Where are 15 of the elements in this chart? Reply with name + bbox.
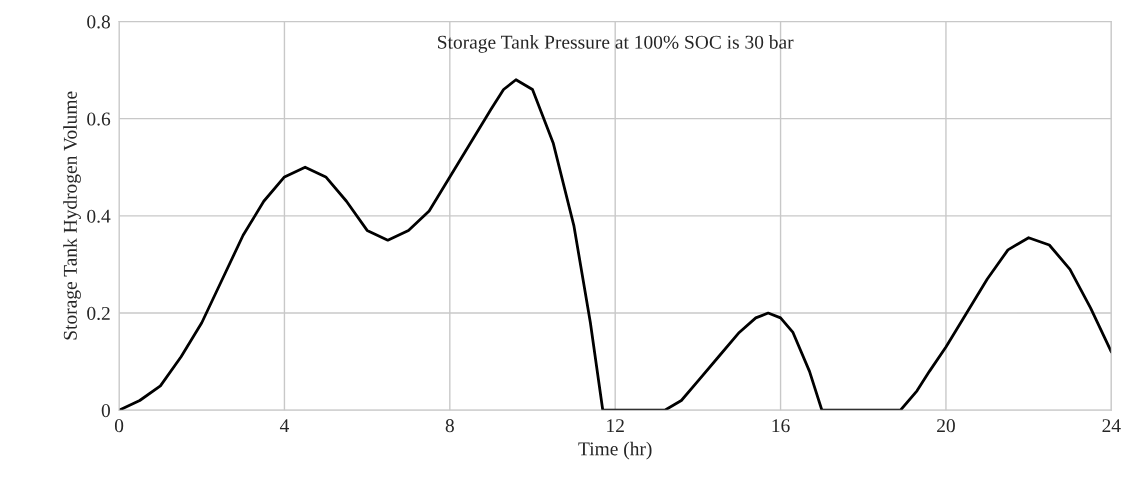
y-tick-label: 0.4 <box>87 209 111 223</box>
x-tick-label: 0 <box>114 419 124 433</box>
x-axis-title: Time (hr) <box>578 441 652 460</box>
y-tick-label: 0 <box>101 404 110 418</box>
y-axis-title: Storage Tank Hydrogen Volume <box>63 91 81 340</box>
x-tick-label: 24 <box>1102 419 1121 433</box>
x-tick-label: 4 <box>279 419 289 433</box>
x-tick-label: 16 <box>772 419 790 433</box>
x-tick-label: 20 <box>937 419 955 433</box>
y-tick-label: 0.8 <box>87 15 110 29</box>
x-tick-label: 12 <box>607 419 624 433</box>
x-tick-label: 8 <box>445 419 454 433</box>
y-tick-label: 0.2 <box>87 306 110 321</box>
y-tick-label: 0.6 <box>87 112 111 126</box>
annotation: Storage Tank Pressure at 100% SOC is 30 bar <box>438 35 794 53</box>
